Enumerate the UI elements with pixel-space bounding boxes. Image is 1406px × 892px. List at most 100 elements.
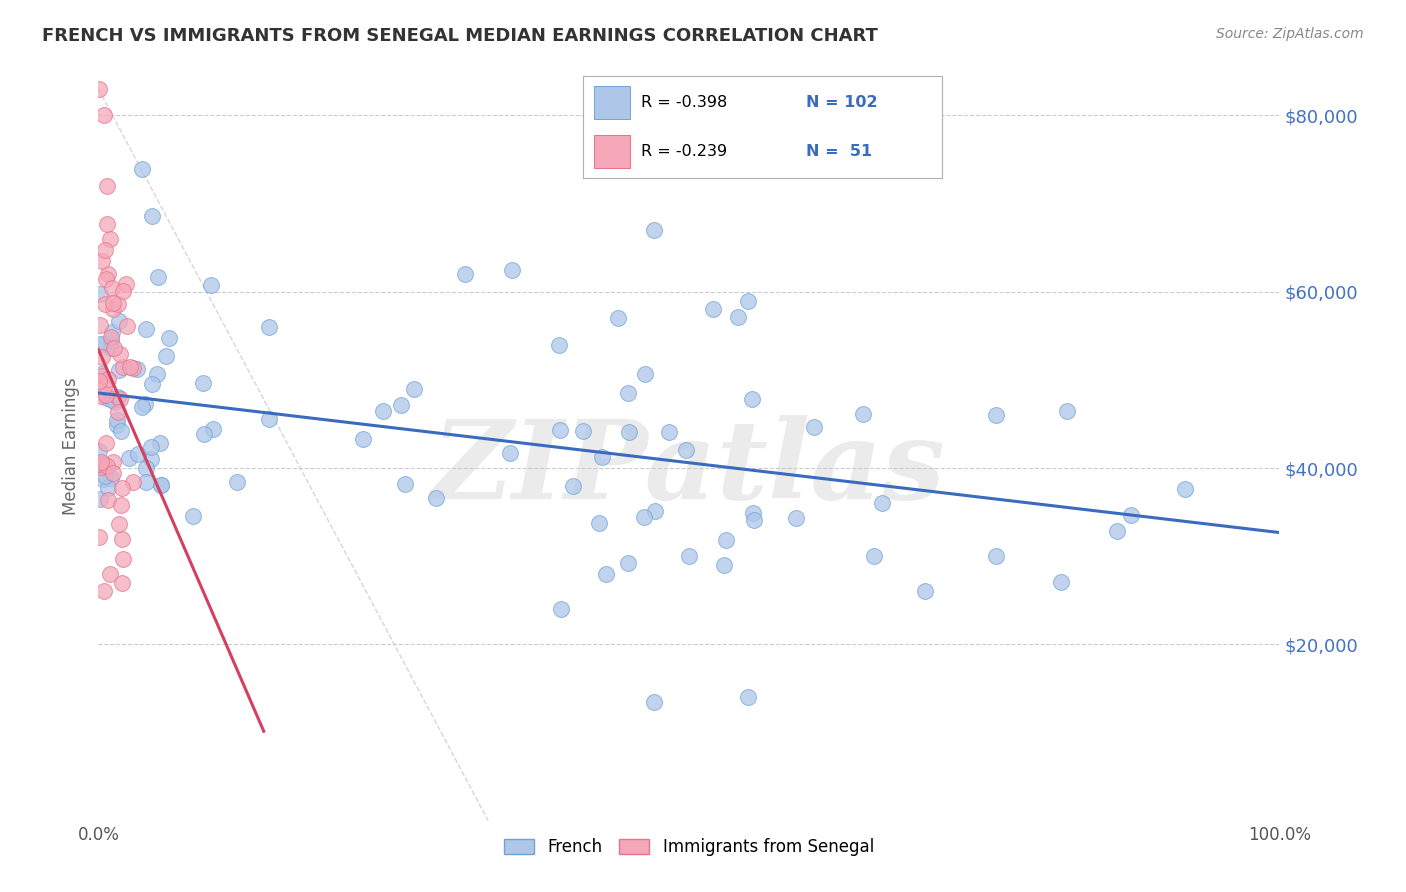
Point — [108, 347, 131, 361]
Point — [548, 337, 571, 351]
Bar — [595, 136, 630, 168]
Point — [591, 450, 613, 464]
Text: N =  51: N = 51 — [806, 145, 872, 160]
Point — [87, 374, 110, 388]
Point — [93, 380, 115, 394]
Point — [111, 575, 134, 590]
Point — [135, 460, 157, 475]
Point — [149, 435, 172, 450]
Point — [104, 394, 127, 409]
Point — [93, 457, 115, 471]
Point — [94, 337, 117, 351]
Point — [984, 549, 1007, 564]
Point — [146, 367, 169, 381]
Point — [862, 549, 884, 564]
Point — [100, 471, 122, 485]
Point — [107, 405, 129, 419]
Point — [105, 413, 128, 427]
Point — [193, 426, 215, 441]
Point — [89, 457, 111, 471]
Point — [678, 549, 700, 564]
Point — [572, 425, 595, 439]
Point — [94, 297, 117, 311]
Point — [127, 447, 149, 461]
Point — [122, 475, 145, 489]
Point — [149, 477, 172, 491]
Point — [108, 314, 131, 328]
Point — [259, 412, 281, 426]
Point — [108, 392, 131, 406]
Point — [101, 296, 124, 310]
Point — [87, 530, 110, 544]
Point — [107, 296, 129, 310]
Point — [98, 566, 121, 581]
Point — [389, 398, 412, 412]
Point — [803, 420, 825, 434]
Y-axis label: Median Earnings: Median Earnings — [62, 377, 80, 515]
Point — [425, 491, 447, 506]
Point — [100, 333, 122, 347]
Text: R = -0.239: R = -0.239 — [641, 145, 727, 160]
Point — [561, 479, 583, 493]
Point — [97, 267, 120, 281]
Point — [107, 516, 129, 531]
Text: N = 102: N = 102 — [806, 95, 877, 110]
Point — [103, 341, 125, 355]
Point — [617, 425, 640, 439]
Point — [634, 368, 657, 382]
Point — [150, 478, 173, 492]
Point — [118, 450, 141, 465]
Point — [89, 82, 111, 96]
Point — [91, 472, 114, 486]
Point — [1121, 508, 1143, 523]
Point — [131, 400, 153, 414]
Point — [100, 341, 122, 355]
Point — [96, 391, 118, 405]
Point — [226, 475, 249, 489]
Point — [120, 360, 142, 375]
Point — [96, 388, 118, 402]
Point — [453, 267, 475, 281]
Point — [93, 584, 115, 599]
Point — [658, 425, 681, 440]
Text: Source: ZipAtlas.com: Source: ZipAtlas.com — [1216, 27, 1364, 41]
Point — [89, 287, 111, 301]
Point — [111, 532, 134, 546]
Point — [607, 311, 630, 326]
Point — [257, 319, 280, 334]
Point — [101, 302, 124, 317]
Point — [984, 408, 1007, 422]
Point — [1107, 524, 1129, 538]
Point — [90, 367, 112, 381]
Point — [103, 467, 125, 481]
Point — [96, 458, 118, 473]
Point — [97, 372, 120, 386]
Point — [644, 504, 666, 518]
Point — [914, 584, 936, 599]
Point — [643, 695, 665, 709]
Point — [105, 417, 128, 432]
Point — [108, 362, 131, 376]
Point — [737, 293, 759, 308]
Point — [89, 318, 111, 332]
Point — [127, 362, 149, 376]
Point — [98, 232, 121, 246]
Point — [96, 272, 118, 286]
Point — [90, 455, 112, 469]
Point — [139, 451, 162, 466]
Point — [107, 390, 129, 404]
Point — [352, 432, 374, 446]
Bar — [595, 87, 630, 119]
Point — [101, 392, 124, 407]
Point — [201, 422, 224, 436]
Point — [371, 404, 394, 418]
Point — [141, 377, 163, 392]
Point — [741, 506, 763, 520]
Point — [115, 319, 138, 334]
Point — [617, 556, 640, 570]
Point — [89, 491, 111, 506]
Point — [131, 161, 153, 176]
Point — [141, 440, 163, 454]
Point — [110, 425, 132, 439]
Point — [96, 178, 118, 193]
